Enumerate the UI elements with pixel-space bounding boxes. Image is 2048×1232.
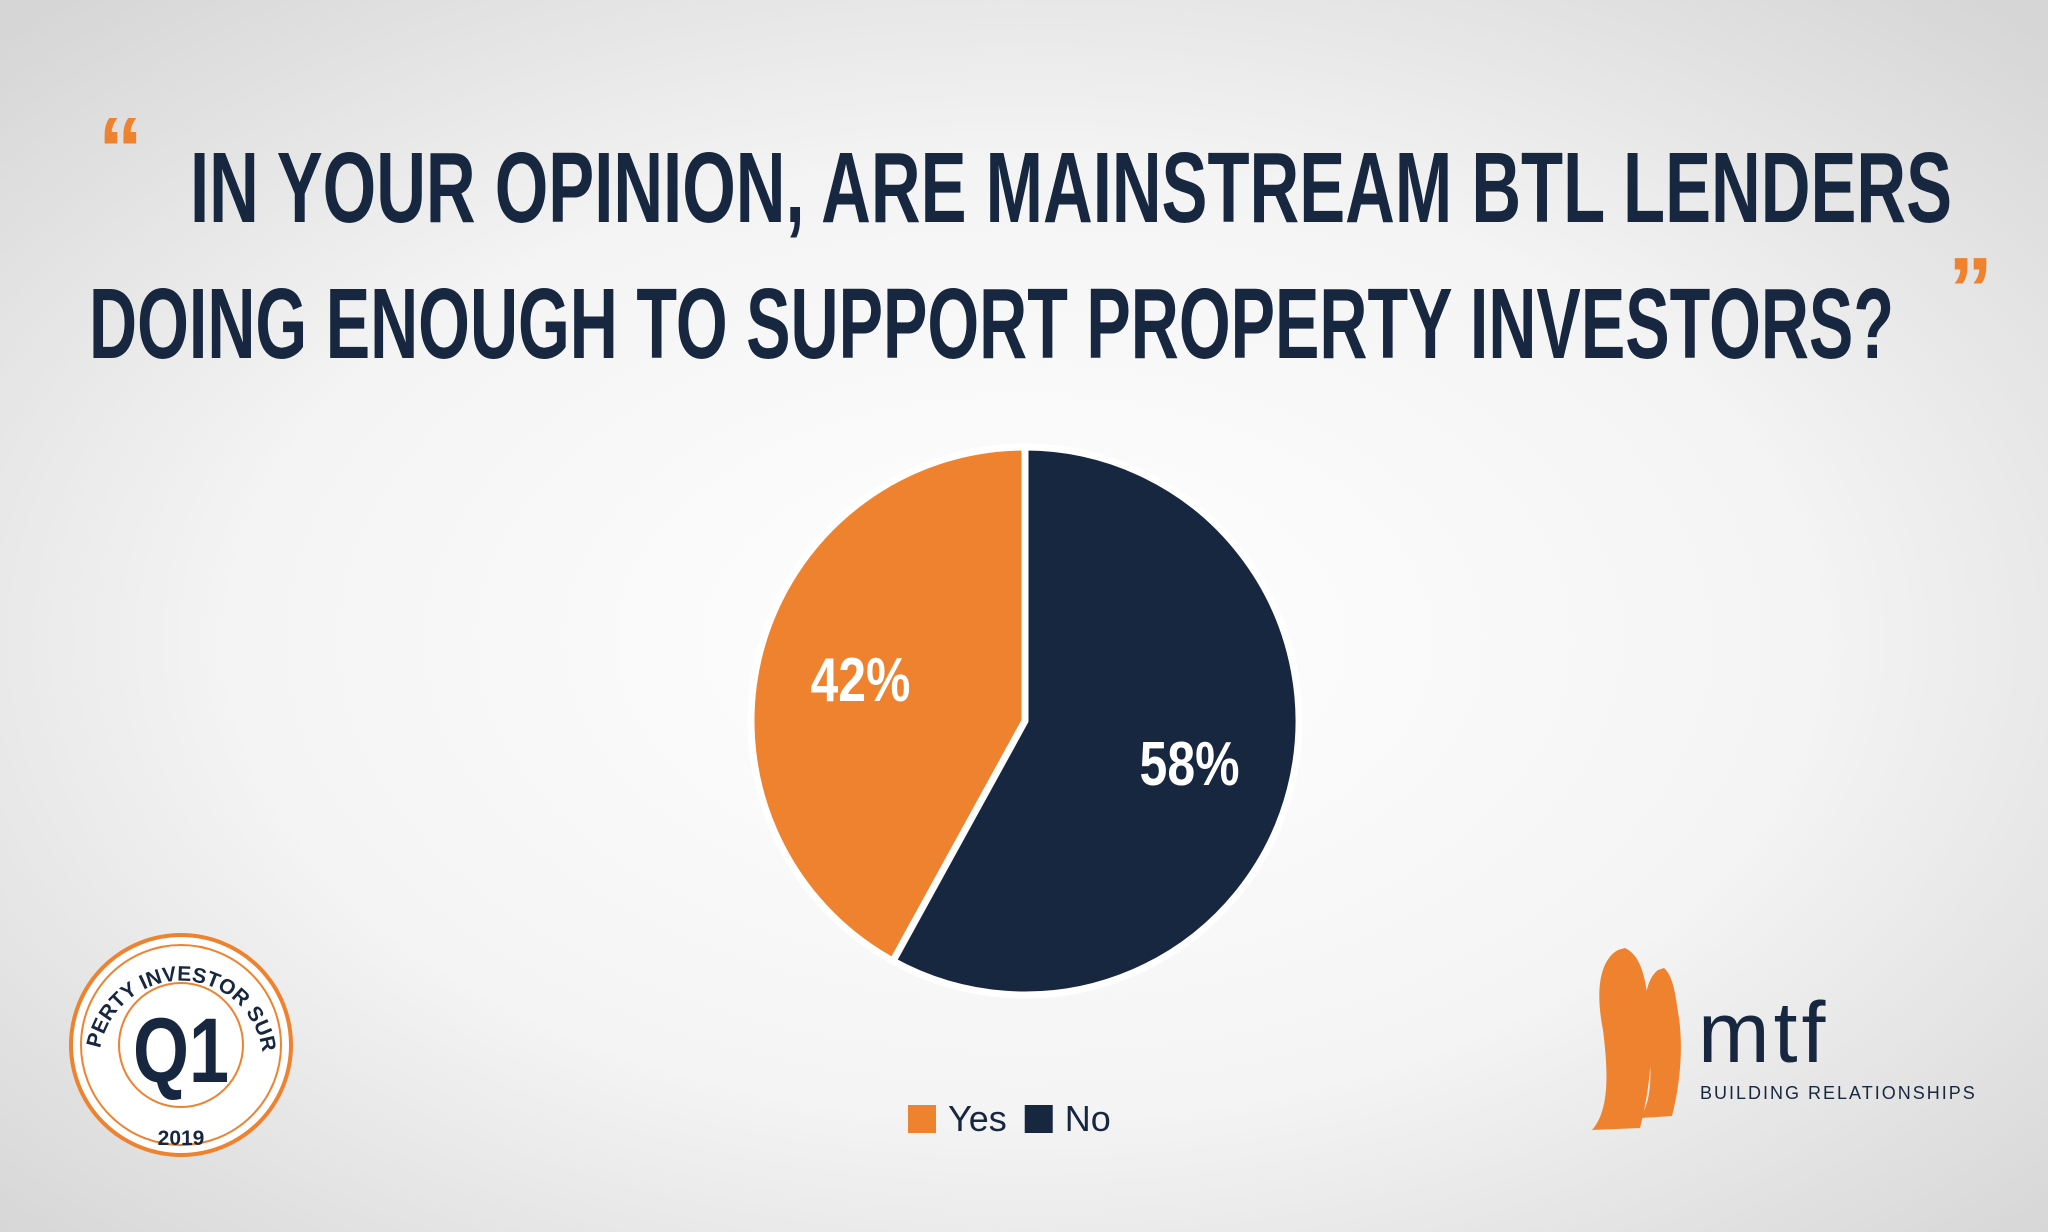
data-label: 42% [810, 646, 910, 715]
logo: mtf BUILDING RELATIONSHIPS [1592, 948, 1977, 1130]
logo-penguin [1640, 968, 1681, 1118]
chart-title-line: DOING ENOUGH TO SUPPORT PROPERTY INVESTO… [89, 268, 1894, 380]
logo-name: mtf [1698, 985, 1829, 1081]
data-label: 58% [1140, 730, 1240, 799]
logo-tagline: BUILDING RELATIONSHIPS [1700, 1083, 1977, 1103]
legend: Yes No [908, 1098, 1111, 1139]
badge-ring [118, 982, 244, 1108]
legend-label: Yes [948, 1098, 1007, 1139]
logo-penguin [1592, 948, 1652, 1130]
quote-close: ” [1948, 240, 1993, 340]
legend-label: No [1065, 1098, 1111, 1139]
pie: 42% 58% [747, 443, 1303, 999]
legend-swatch [1024, 1105, 1053, 1133]
pie-slice [889, 443, 1303, 999]
badge-ring [80, 944, 282, 1146]
quote-open: “ [98, 100, 143, 200]
badge-year: 2019 [158, 1127, 205, 1150]
badge-code: Q1 [133, 1000, 229, 1102]
legend-swatch [908, 1105, 936, 1133]
chart-title-line: IN YOUR OPINION, ARE MAINSTREAM BTL LEND… [190, 132, 1952, 244]
badge-ring [69, 933, 293, 1157]
pie-slice [747, 443, 1029, 965]
